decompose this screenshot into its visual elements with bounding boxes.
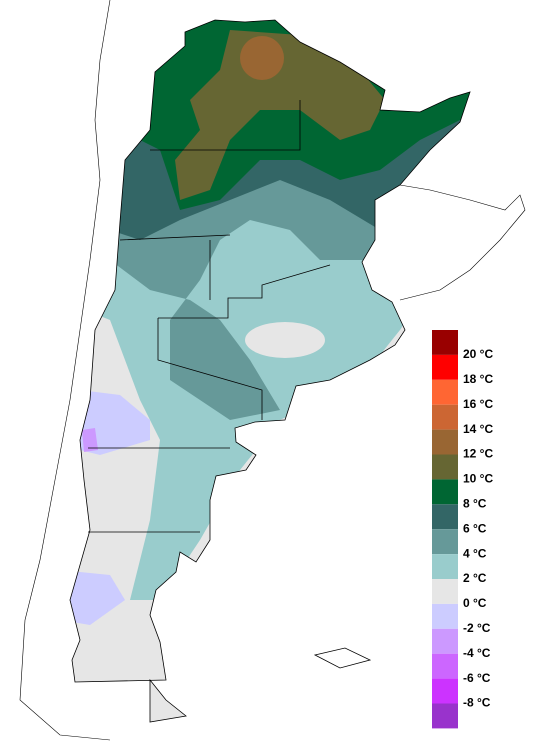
boundaries [19,0,526,741]
legend-label: -8 °C [463,696,491,710]
legend-label: 0 °C [463,596,487,610]
legend-label: 8 °C [463,496,487,510]
legend-swatch [432,653,458,679]
legend-label: 16 °C [463,397,493,411]
legend-swatch [432,603,458,629]
legend-label: 18 °C [463,372,493,386]
legend-swatch [432,379,458,405]
legend-label: 6 °C [463,521,487,535]
legend-swatch [432,579,458,604]
legend-swatch [432,404,458,430]
legend-label: -4 °C [463,646,491,660]
legend-label: 2 °C [463,571,487,585]
legend-label: -6 °C [463,671,491,685]
legend-swatch [432,529,458,555]
legend-label: -2 °C [463,621,491,635]
legend-label: 4 °C [463,546,487,560]
legend-label: 20 °C [463,347,493,361]
legend-label: 10 °C [463,472,493,486]
legend-label: 12 °C [463,447,493,461]
legend-swatch [432,678,458,704]
legend-swatch [432,479,458,505]
legend-swatch [432,330,458,355]
legend-swatch [432,354,458,380]
legend: 20 °C 18 °C 16 °C 14 °C 12 °C 10 °C 8 °C 6 °C 4 … [432,330,493,729]
legend-swatch [432,554,458,579]
legend-label: 14 °C [463,422,493,436]
legend-swatch [432,454,458,480]
legend-swatch [432,703,458,729]
legend-swatch [432,504,458,530]
legend-swatch [432,628,458,654]
legend-swatch [432,429,458,455]
